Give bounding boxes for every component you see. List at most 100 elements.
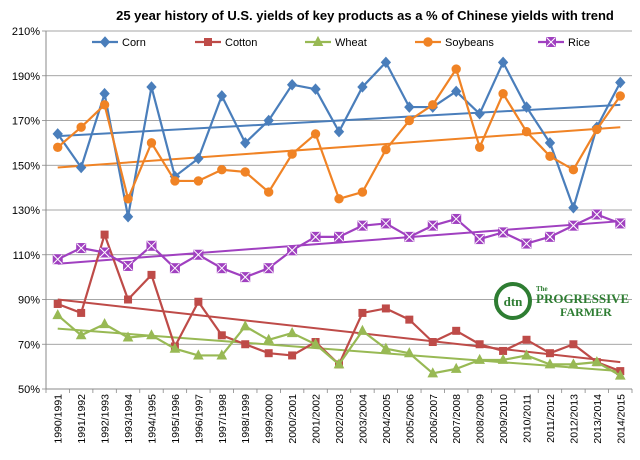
rice-point [568,220,579,231]
logo-mark: dtn [504,294,524,309]
diamond-marker [404,101,415,113]
soybeans-point [193,176,204,186]
x-tick-label: 1993/1994 [123,394,135,444]
circle-marker [99,100,110,110]
cotton-point [452,326,461,335]
triangle-marker [357,324,368,335]
circle-marker [334,194,344,204]
marker-cross [615,218,626,229]
cotton-point [358,308,367,317]
series-wheat [52,309,626,380]
corn-point [240,137,251,149]
triangle-marker [146,329,157,340]
diamond-marker [380,56,392,69]
diamond-marker [99,36,111,48]
legend-item-rice: Rice [538,37,590,49]
soybeans-point [334,194,344,204]
marker-cross [193,249,204,260]
wheat-point [263,333,275,344]
triangle-marker [614,369,626,380]
marker-cross [381,218,391,229]
square-marker [100,230,109,239]
legend-marker [312,35,324,46]
corn-point [193,152,204,165]
wheat-point [474,353,485,364]
square-marker [522,335,531,344]
cotton-point [405,315,414,324]
triangle-marker [591,356,603,367]
square-marker [499,346,508,355]
rice-point [521,238,532,249]
triangle-marker [521,349,532,360]
square-marker [147,270,156,279]
wheat-point [99,318,110,329]
diamond-marker [474,108,485,120]
wheat-point [614,369,626,380]
marker-cross [521,238,532,249]
circle-marker [568,165,579,175]
rice-point [404,231,415,242]
rice-point [474,234,485,245]
wheat-point [591,356,603,367]
wheat-point [544,358,556,369]
y-tick-label: 50% [18,384,40,396]
soybeans-point [404,115,415,126]
series-lines [52,56,626,380]
x-tick-label: 2007/2008 [451,394,463,444]
square-marker [264,349,273,358]
corn-point [286,78,298,91]
diamond-marker [451,85,462,98]
wheat-point [427,367,439,378]
diamond-marker [99,87,110,100]
circle-marker [53,142,63,153]
x-tick-label: 1992/1993 [100,394,112,444]
marker-cross [474,234,485,244]
rice-point [334,231,344,242]
legend-item-cotton: Cotton [195,37,257,49]
x-tick-label: 2012/2013 [568,394,580,444]
triangle-marker [403,347,415,358]
circle-marker [123,194,133,204]
circle-marker [381,144,391,155]
diamond-marker [521,101,532,113]
soybeans-point [521,126,532,137]
x-tick-label: 2002/2003 [334,394,346,444]
diamond-marker [263,114,274,127]
corn-point [451,85,462,98]
corn-point [122,210,134,223]
rice-point [263,263,274,274]
legend-marker [423,37,433,47]
wheat-point [286,326,298,338]
marker-cross [404,231,415,242]
circle-marker [357,187,368,197]
corn-point [497,56,509,69]
wheat-point [146,329,157,340]
marker-cross [568,220,579,231]
circle-marker [263,187,274,197]
soybeans-point [474,142,485,153]
marker-cross [287,245,297,256]
x-tick-label: 1997/1998 [217,394,229,444]
x-tick-label: 2004/2005 [381,394,393,444]
triangle-marker [122,331,134,342]
diamond-marker [568,202,579,214]
square-marker [475,340,484,349]
y-tick-label: 190% [12,71,40,83]
circle-marker [76,122,86,132]
legend-item-wheat: Wheat [305,35,367,49]
triangle-marker [216,349,228,360]
soybeans-point [451,64,461,74]
cotton-point [194,297,203,306]
corn-point [263,114,274,127]
legend-marker [546,37,556,47]
legend-marker [99,36,111,48]
wheat-point [75,329,87,340]
y-tick-label: 150% [12,160,40,172]
marker-cross [451,214,462,224]
wheat-point [239,320,251,331]
legend-item-soybeans: Soybeans [415,37,494,49]
triangle-marker [568,358,579,369]
